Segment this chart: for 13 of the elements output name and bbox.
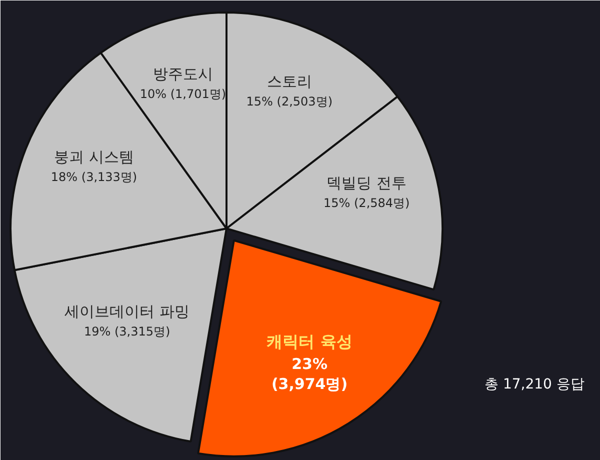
slice-label: 붕괴 시스템: [54, 148, 134, 166]
slice-label: 캐릭터 육성: [266, 332, 352, 352]
slice-label: 덱빌딩 전투: [326, 174, 407, 192]
data-label: 18% (3,133명): [50, 170, 138, 184]
data-label: 15% (2,584명): [324, 196, 410, 210]
data-label: 19% (3,315명): [84, 324, 170, 339]
data-label: 10% (1,701명): [140, 86, 226, 101]
slice-label: 세이브데이터 파밍: [64, 302, 190, 321]
data-label: 23% (3,974명): [271, 355, 348, 394]
data-label: 15% (2,503명): [246, 94, 332, 109]
slice-label: 스토리: [266, 72, 312, 91]
text: 총 17,210 응답: [484, 376, 584, 392]
slice-label: 방주도시: [152, 64, 213, 83]
